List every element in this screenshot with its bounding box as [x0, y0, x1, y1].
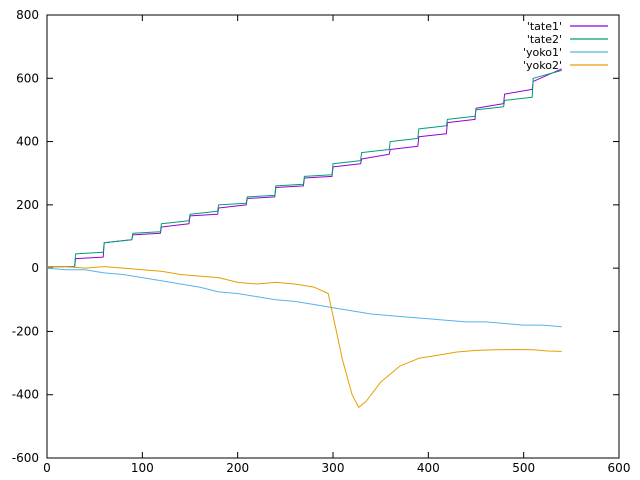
legend: 'tate1''tate2''yoko1''yoko2' — [523, 20, 608, 72]
y-tick-label: -200 — [12, 324, 39, 338]
y-tick-label: 800 — [16, 8, 39, 22]
y-tick-label: 200 — [16, 198, 39, 212]
y-tick-label: -400 — [12, 388, 39, 402]
x-tick-label: 300 — [322, 461, 345, 475]
x-tick-label: 600 — [608, 461, 631, 475]
series-line-2 — [47, 69, 562, 268]
series-lines — [46, 68, 563, 408]
legend-label: 'tate2' — [527, 33, 562, 46]
legend-label: 'yoko1' — [523, 46, 562, 59]
legend-label: 'yoko2' — [523, 59, 562, 72]
series-line-3 — [46, 267, 562, 328]
axis-ticks: 0 100 200 300 400 500 600 -600 -400 -200 0 200 400 60… — [12, 8, 631, 475]
x-tick-label: 200 — [226, 461, 249, 475]
legend-label: 'tate1' — [527, 20, 562, 33]
x-tick-label: 400 — [417, 461, 440, 475]
series-line-1 — [47, 68, 563, 268]
y-tick-label: -600 — [12, 451, 39, 465]
y-tick-label: 400 — [16, 135, 39, 149]
series-line-4 — [47, 266, 562, 408]
x-tick-label: 0 — [43, 461, 51, 475]
y-tick-label: 600 — [16, 71, 39, 85]
x-tick-label: 100 — [131, 461, 154, 475]
x-tick-label: 500 — [512, 461, 535, 475]
y-tick-label: 0 — [31, 261, 39, 275]
